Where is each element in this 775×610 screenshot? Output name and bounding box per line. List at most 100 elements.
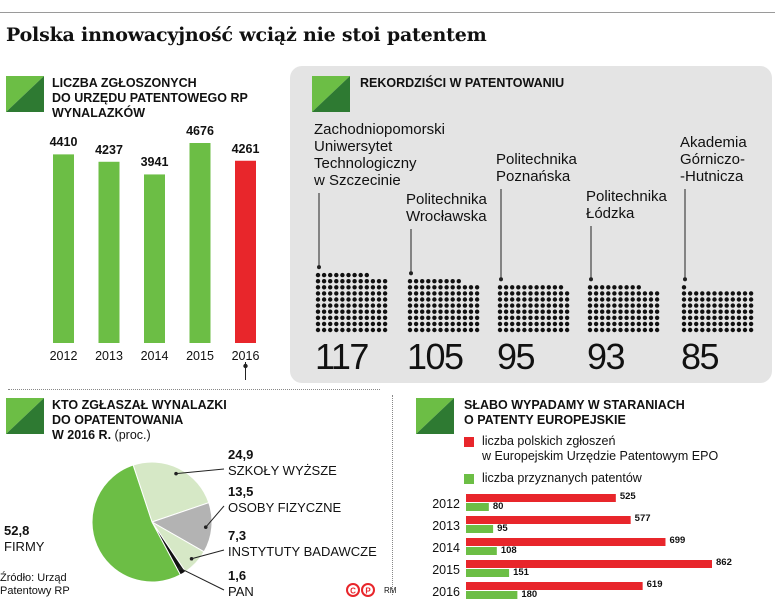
dot [364, 315, 369, 320]
dot [642, 315, 648, 320]
dot [370, 309, 376, 314]
bar-chart-title: LICZBA ZGŁOSZONYCH DO URZĘDU PATENTOWEGO… [52, 76, 248, 121]
dot [352, 272, 357, 278]
dot [528, 297, 533, 302]
dot [718, 321, 723, 327]
dot [528, 285, 533, 290]
dot [736, 327, 742, 333]
pie-leader-dot [174, 471, 178, 476]
dot [706, 303, 711, 308]
dot [522, 303, 527, 308]
dot [742, 321, 748, 327]
dot [630, 309, 635, 314]
patent-applications-bar-chart: 4410 2012 4237 2013 3941 2014 4676 2015 4261 2016 [0, 0, 290, 380]
institution-name-line: Akademia [680, 134, 747, 151]
dot [742, 297, 748, 302]
dot [352, 291, 357, 296]
dot [636, 321, 641, 327]
dot [624, 297, 629, 302]
dot [642, 297, 648, 302]
hbar-granted [466, 525, 494, 533]
bar-year-label: 2013 [95, 349, 123, 363]
dot [420, 327, 425, 333]
dot [468, 315, 474, 320]
dot [600, 303, 605, 308]
dot [624, 327, 629, 333]
author-credit: RM [384, 586, 397, 595]
dot [407, 279, 413, 284]
bar-year-label: 2012 [49, 349, 78, 363]
hbar-applications-value: 577 [634, 513, 651, 524]
hbar-year-label: 2012 [432, 497, 460, 511]
dot [724, 297, 729, 302]
dot [694, 297, 699, 302]
dot [462, 315, 468, 320]
institution-name: Akademia Górniczo- -Hutnicza [680, 134, 747, 185]
dot [432, 309, 437, 314]
leader-dot [683, 277, 687, 282]
dot [730, 309, 735, 314]
hbar-granted [466, 591, 518, 599]
dot [552, 315, 558, 320]
dot [687, 321, 693, 327]
dot [503, 285, 509, 290]
dot [364, 279, 369, 284]
hbar-year-label: 2015 [432, 563, 460, 577]
dot [474, 321, 480, 327]
pie-slice-name: SZKOŁY WYŻSZE [228, 463, 337, 478]
dot [358, 309, 363, 314]
dot [552, 291, 558, 296]
dot [456, 291, 461, 296]
dot [503, 303, 509, 308]
dot [376, 285, 382, 290]
dot [612, 315, 617, 320]
dot [510, 285, 515, 290]
dot [648, 291, 654, 296]
dot [630, 291, 635, 296]
dot [630, 315, 635, 320]
dot [503, 309, 509, 314]
dot [468, 285, 474, 290]
pie-slice-value: 1,6 [228, 568, 247, 583]
dot [706, 315, 711, 320]
dot [364, 303, 369, 308]
dot [618, 291, 623, 296]
dot [593, 309, 599, 314]
dot [712, 291, 717, 296]
dot [522, 321, 527, 327]
dot [340, 297, 345, 302]
hbar-applications-value: 525 [619, 491, 636, 502]
dot [328, 303, 333, 308]
dot [358, 321, 363, 327]
dot [706, 291, 711, 296]
dot [736, 309, 742, 314]
dot [736, 297, 742, 302]
dot [593, 327, 599, 333]
dot [510, 297, 515, 302]
dot [444, 303, 449, 308]
section-marker-icon [312, 76, 350, 112]
dot [358, 285, 363, 290]
dot [528, 303, 533, 308]
dot [497, 291, 503, 296]
dot [321, 327, 327, 333]
dot [528, 291, 533, 296]
dot [681, 297, 687, 302]
bar-value-label: 4676 [186, 124, 214, 138]
dot [382, 285, 388, 290]
dot [413, 315, 419, 320]
dot [426, 321, 431, 327]
dot [315, 272, 321, 278]
dot [516, 327, 521, 333]
leader-dot [317, 265, 321, 270]
dot [346, 272, 351, 278]
dot [456, 303, 461, 308]
dot [370, 303, 376, 308]
section-marker-icon [6, 76, 44, 112]
dot [364, 272, 369, 278]
dot [742, 303, 748, 308]
dot [450, 309, 455, 314]
hbar-applications-value: 862 [716, 557, 732, 568]
dot [413, 291, 419, 296]
hbar-year-label: 2013 [432, 519, 460, 533]
